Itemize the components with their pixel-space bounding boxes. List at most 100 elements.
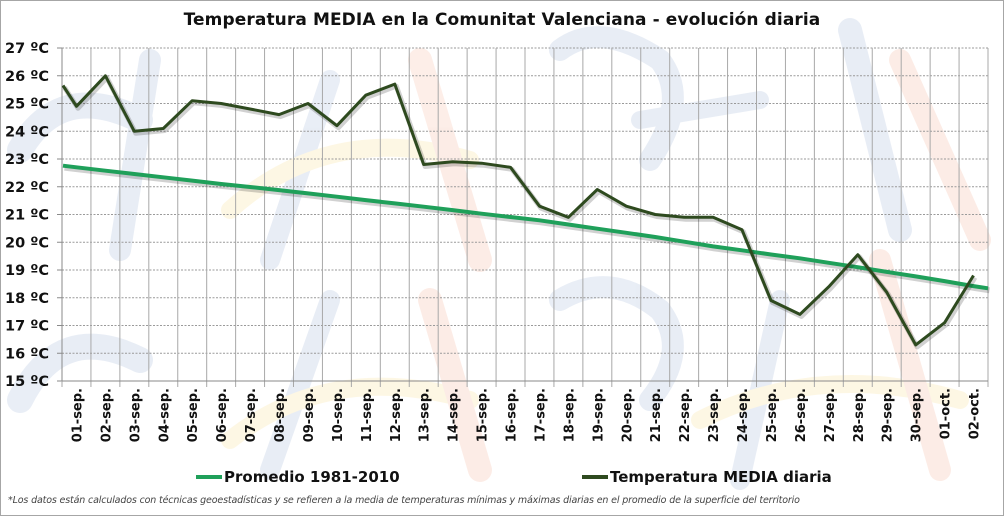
- data-point-promedio-1981-2010: [364, 199, 367, 202]
- x-tick-label: 15-sep.: [476, 388, 491, 442]
- legend-item-temperatura-media: Temperatura MEDIA diaria: [582, 468, 832, 486]
- data-point-temperatura-media-diaria: [596, 188, 599, 191]
- data-point-promedio-1981-2010: [683, 240, 686, 243]
- data-point-temperatura-media-diaria: [769, 299, 772, 302]
- data-point-promedio-1981-2010: [104, 169, 107, 172]
- data-point-promedio-1981-2010: [654, 235, 657, 238]
- y-tick-label: 23 ºC: [5, 152, 49, 168]
- x-tick-label: 14-sep.: [447, 388, 462, 442]
- x-tick-label: 28-sep.: [852, 388, 867, 442]
- legend-label-temperatura-media: Temperatura MEDIA diaria: [610, 468, 832, 486]
- x-tick-label: 16-sep.: [505, 388, 520, 442]
- data-point-promedio-1981-2010: [885, 270, 888, 273]
- x-tick-label: 01-sep.: [70, 388, 85, 442]
- data-point-temperatura-media-diaria: [75, 105, 78, 108]
- x-tick-label: 11-sep.: [360, 388, 375, 442]
- legend-item-promedio: Promedio 1981-2010: [196, 468, 400, 486]
- footnote: *Los datos están calculados con técnicas…: [8, 495, 800, 506]
- data-point-promedio-1981-2010: [567, 223, 570, 226]
- data-point-promedio-1981-2010: [249, 186, 252, 189]
- data-point-temperatura-media-diaria: [393, 83, 396, 86]
- x-tick-label: 05-sep.: [186, 388, 201, 442]
- data-point-temperatura-media-diaria: [162, 127, 165, 130]
- data-point-temperatura-media-diaria: [914, 343, 917, 346]
- x-tick-label: 19-sep.: [591, 388, 606, 442]
- x-tick-label: 27-sep.: [823, 388, 838, 442]
- y-tick-label: 25 ºC: [5, 97, 49, 113]
- data-point-temperatura-media-diaria: [538, 205, 541, 208]
- data-point-temperatura-media-diaria: [972, 274, 975, 277]
- data-point-temperatura-media-diaria: [306, 102, 309, 105]
- data-point-promedio-1981-2010: [538, 219, 541, 222]
- y-tick-label: 15 ºC: [5, 374, 49, 390]
- data-point-temperatura-media-diaria: [249, 108, 252, 111]
- data-point-temperatura-media-diaria: [191, 99, 194, 102]
- data-point-temperatura-media-diaria: [335, 124, 338, 127]
- x-tick-label: 20-sep.: [620, 388, 635, 442]
- data-point-promedio-1981-2010: [914, 275, 917, 278]
- x-tick-label: 01-oct.: [939, 388, 954, 439]
- x-tick-label: 18-sep.: [562, 388, 577, 442]
- x-tick-label: 04-sep.: [157, 388, 172, 442]
- data-point-temperatura-media-diaria: [480, 162, 483, 165]
- data-point-promedio-1981-2010: [625, 231, 628, 234]
- data-point-temperatura-media-diaria: [133, 130, 136, 133]
- data-point-promedio-1981-2010: [162, 176, 165, 179]
- axes: [61, 48, 988, 382]
- data-point-promedio-1981-2010: [306, 192, 309, 195]
- data-point-promedio-1981-2010: [451, 209, 454, 212]
- x-tick-label: 10-sep.: [331, 388, 346, 442]
- data-point-temperatura-media-diaria: [654, 213, 657, 216]
- data-point-promedio-1981-2010: [133, 172, 136, 175]
- data-point-promedio-1981-2010: [943, 280, 946, 283]
- x-tick-label: 02-oct.: [968, 388, 983, 439]
- y-tick-label: 20 ºC: [5, 235, 49, 251]
- legend-swatch-promedio: [196, 475, 222, 479]
- y-tick-label: 16 ºC: [5, 346, 49, 362]
- y-tick-label: 21 ºC: [5, 208, 49, 224]
- data-point-temperatura-media-diaria: [364, 94, 367, 97]
- y-axis-tick-labels: 15 ºC 16 ºC 17 ºC 18 ºC 19 ºC 20 ºC 21 ºC 22 ºC…: [5, 41, 49, 390]
- data-point-temperatura-media-diaria: [827, 285, 830, 288]
- x-tick-label: 26-sep.: [794, 388, 809, 442]
- chart-title: Temperatura MEDIA en la Comunitat Valenc…: [183, 10, 821, 30]
- x-tick-label: 24-sep.: [736, 388, 751, 442]
- data-point-temperatura-media-diaria: [683, 216, 686, 219]
- data-point-promedio-1981-2010: [480, 212, 483, 215]
- x-tick-label: 17-sep.: [533, 388, 548, 442]
- x-axis-tick-labels: 01-sep. 02-sep. 03-sep. 04-sep. 05-sep. 06-se…: [70, 388, 982, 442]
- data-point-promedio-1981-2010: [335, 195, 338, 198]
- series-shadow-temperatura-media-diaria: [62, 75, 978, 350]
- data-point-promedio-1981-2010: [741, 249, 744, 252]
- data-point-temperatura-media-diaria: [567, 216, 570, 219]
- x-tick-label: 02-sep.: [99, 388, 114, 442]
- data-point-promedio-1981-2010: [422, 205, 425, 208]
- data-point-promedio-1981-2010: [798, 257, 801, 260]
- data-point-temperatura-media-diaria: [712, 216, 715, 219]
- data-point-temperatura-media-diaria: [422, 163, 425, 166]
- data-point-promedio-1981-2010: [827, 261, 830, 264]
- data-point-promedio-1981-2010: [509, 215, 512, 218]
- series-line-temperatura-media-diaria: [61, 74, 975, 347]
- x-tick-label: 13-sep.: [418, 388, 433, 442]
- data-point-promedio-1981-2010: [75, 166, 78, 169]
- legend-swatch-temperatura-media: [582, 475, 608, 479]
- data-point-promedio-1981-2010: [393, 202, 396, 205]
- horizontal-gridlines: [57, 47, 988, 382]
- x-tick-label: 03-sep.: [128, 388, 143, 442]
- x-tick-label: 23-sep.: [707, 388, 722, 442]
- data-point-promedio-1981-2010: [596, 227, 599, 230]
- data-point-temperatura-media-diaria: [741, 228, 744, 231]
- data-point-temperatura-media-diaria: [509, 166, 512, 169]
- data-point-promedio-1981-2010: [769, 253, 772, 256]
- data-point-temperatura-media-diaria: [104, 74, 107, 77]
- data-point-temperatura-media-diaria: [885, 291, 888, 294]
- data-point-temperatura-media-diaria: [451, 160, 454, 163]
- data-point-temperatura-media-diaria: [220, 102, 223, 105]
- y-tick-label: 17 ºC: [5, 319, 49, 335]
- data-point-temperatura-media-diaria: [856, 253, 859, 256]
- data-point-promedio-1981-2010: [191, 179, 194, 182]
- x-tick-label: 12-sep.: [389, 388, 404, 442]
